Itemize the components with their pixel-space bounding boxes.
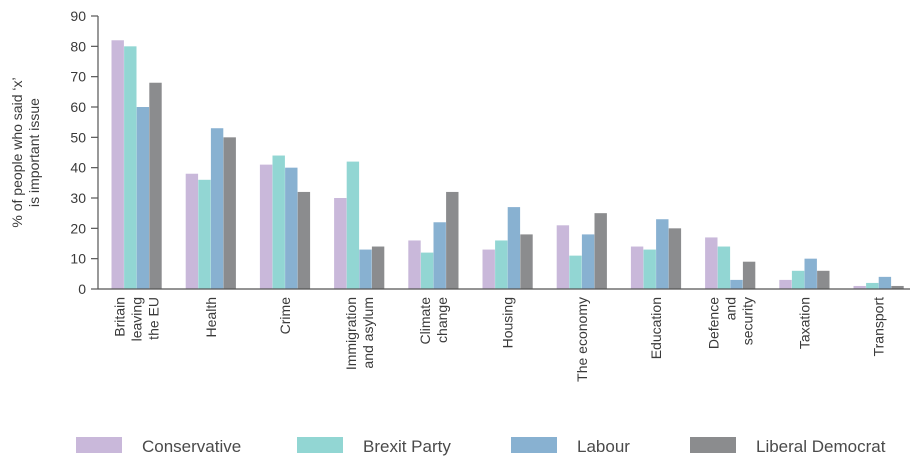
bar	[297, 191, 311, 289]
x-tick-label: Education	[648, 297, 664, 359]
x-tick-label: Crime	[277, 297, 293, 335]
legend: Conservative Brexit Party Labour Liberal De…	[76, 437, 886, 456]
bar	[866, 282, 879, 289]
bar	[285, 167, 298, 289]
legend-swatch	[76, 437, 122, 453]
bar	[556, 225, 570, 289]
bar	[408, 240, 421, 289]
x-tick-label: and asylum	[360, 297, 376, 369]
bar	[272, 155, 285, 289]
bar	[446, 191, 459, 289]
bar	[136, 107, 150, 289]
legend-item: Conservative	[76, 437, 241, 456]
bar	[507, 207, 521, 289]
bar	[804, 258, 817, 289]
y-tick-label: 0	[78, 281, 86, 297]
y-tick-label: 30	[70, 190, 86, 206]
y-tick-label: 40	[70, 160, 86, 176]
y-tick-label: 20	[70, 220, 86, 236]
y-tick-label: 60	[70, 99, 86, 115]
y-tick-label: 50	[70, 129, 86, 145]
x-tick-label: The economy	[574, 297, 590, 382]
legend-label: Labour	[577, 437, 630, 456]
bar	[853, 285, 866, 289]
bar	[334, 198, 347, 289]
x-tick-label: change	[434, 297, 450, 343]
bar	[569, 255, 582, 289]
x-tick-label: leaving	[129, 297, 145, 341]
x-tick-label: the EU	[146, 297, 162, 340]
bar	[878, 276, 892, 289]
bar	[210, 128, 224, 289]
x-tick-label: Transport	[871, 297, 887, 357]
bar	[433, 222, 446, 289]
x-tick-label: Taxation	[797, 297, 813, 349]
y-tick-label: 90	[70, 8, 86, 24]
bar	[891, 285, 904, 289]
bar	[791, 270, 805, 289]
y-axis-title-line: is important issue	[26, 98, 42, 207]
bar	[149, 82, 162, 289]
x-tick-label: Defence	[705, 297, 721, 349]
x-axis: Britain leaving the EU Health Crime Immigrati…	[98, 288, 910, 382]
bar	[779, 279, 792, 289]
bar	[705, 237, 718, 289]
bar	[346, 161, 360, 289]
x-tick-label: Housing	[500, 297, 516, 348]
y-axis-label: % of people who said ‘x’ is important iss…	[9, 77, 42, 227]
y-tick-label: 80	[70, 38, 86, 54]
bar	[198, 179, 211, 289]
bar	[185, 173, 199, 289]
legend-swatch	[511, 437, 557, 453]
legend-label: Liberal Democrat	[756, 437, 886, 456]
y-tick-label: 10	[70, 251, 86, 267]
y-tick-label: 70	[70, 69, 86, 85]
bar	[817, 270, 830, 289]
bar	[594, 213, 607, 289]
bar	[630, 246, 644, 289]
legend-label: Conservative	[142, 437, 241, 456]
bars	[111, 40, 904, 290]
legend-item: Labour	[511, 437, 630, 456]
bar	[223, 137, 236, 289]
x-tick-label: Health	[203, 297, 219, 337]
legend-item: Liberal Democrat	[690, 437, 886, 456]
bar	[656, 219, 669, 289]
bar	[643, 249, 656, 289]
legend-swatch	[297, 437, 343, 453]
bar	[742, 261, 756, 289]
bar	[495, 240, 508, 289]
bar	[581, 234, 595, 289]
bar	[259, 164, 273, 289]
bar	[359, 249, 372, 289]
bar	[482, 249, 495, 289]
bar	[371, 246, 385, 289]
x-tick-label: and	[722, 297, 738, 320]
bar	[668, 228, 682, 289]
x-tick-label: security	[739, 297, 755, 345]
bar	[717, 246, 731, 289]
bar	[124, 46, 137, 290]
x-tick-label: Immigration	[343, 297, 359, 370]
bar	[520, 234, 533, 289]
bar	[420, 252, 434, 289]
bar	[730, 279, 743, 289]
x-tick-label: Britain	[112, 297, 128, 337]
legend-item: Brexit Party	[297, 437, 451, 456]
legend-label: Brexit Party	[363, 437, 451, 456]
y-axis: 0 10 20 30 40 50 60 70 80 90	[70, 8, 99, 297]
bar	[111, 40, 124, 290]
y-axis-title-line: % of people who said ‘x’	[9, 77, 25, 227]
legend-swatch	[690, 437, 736, 453]
x-tick-label: Climate	[417, 297, 433, 345]
